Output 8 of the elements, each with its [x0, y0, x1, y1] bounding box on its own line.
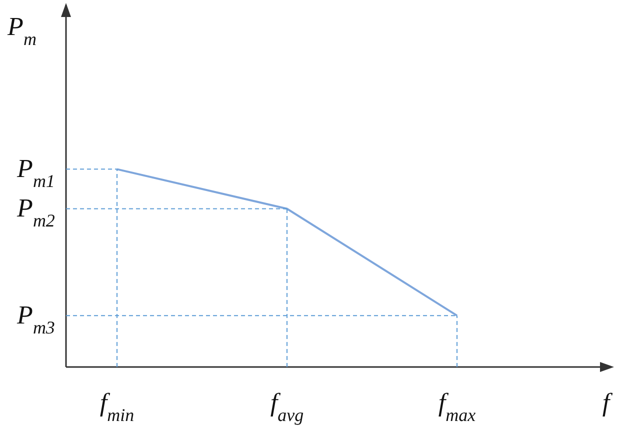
x-tick-label: f$_{max}$	[438, 388, 476, 425]
annotation: P$_{m1}$	[16, 154, 55, 192]
x-tick-label: f$_{min}$	[100, 388, 134, 425]
annotation: P$_{m3}$	[16, 300, 55, 338]
x-axis-title: f	[602, 388, 614, 417]
annotation: P$_{m2}$	[16, 194, 55, 231]
x-tick-label: f$_{avg}$	[270, 388, 304, 425]
y-axis-title: P$_{m}$	[6, 12, 36, 49]
